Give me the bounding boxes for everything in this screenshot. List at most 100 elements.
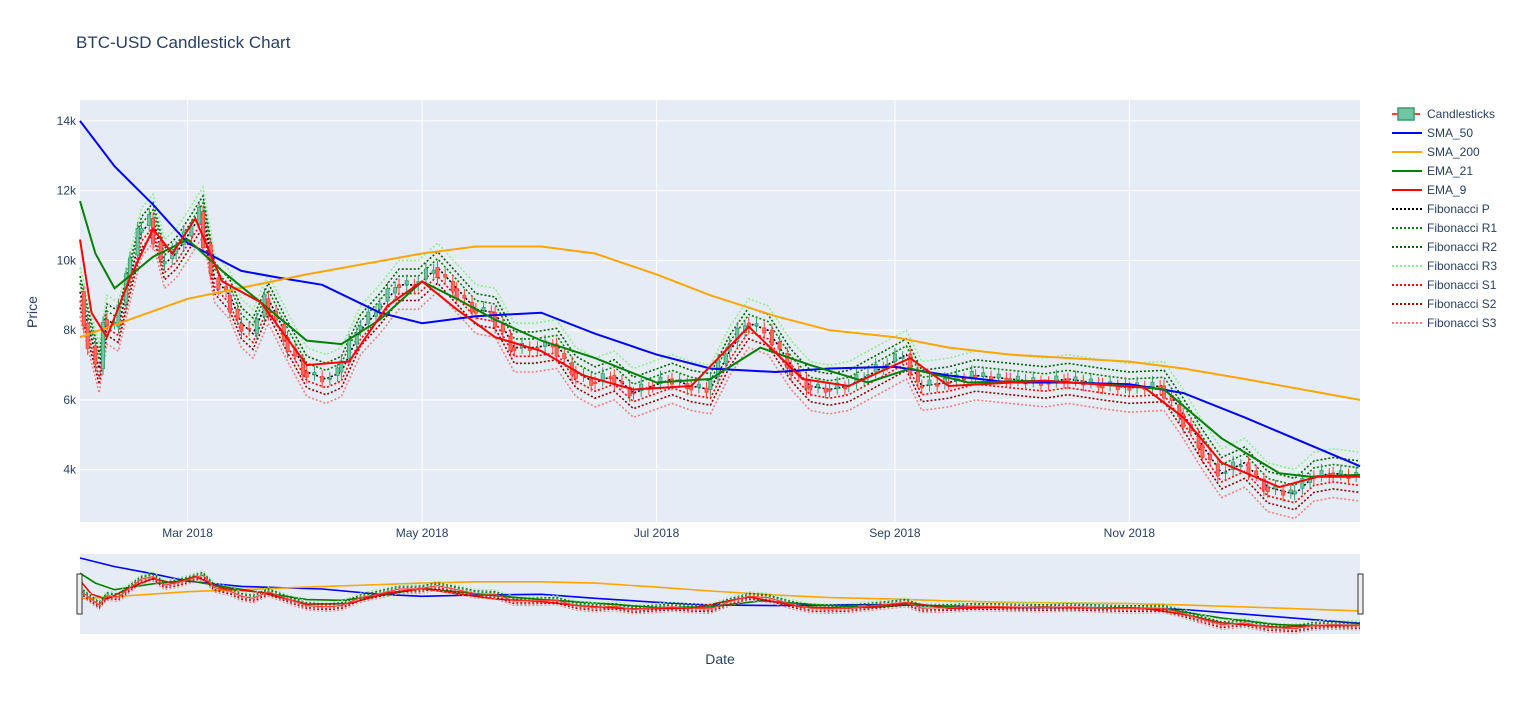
candle-body	[397, 284, 402, 289]
legend-item[interactable]: Fibonacci R1	[1392, 221, 1497, 235]
x-axis-ticks: Mar 2018 May 2018 Jul 2018 Sep 2018 Nov 2018	[162, 526, 1155, 540]
y-tick-label: 10k	[57, 253, 77, 267]
candle-body	[1073, 376, 1078, 381]
candle-body	[197, 207, 202, 225]
candle-body	[512, 347, 517, 351]
candle-body	[816, 383, 821, 388]
candle-body	[189, 226, 194, 237]
candle-body	[865, 374, 870, 377]
candle-body	[312, 372, 317, 375]
legend-item[interactable]: Fibonacci S1	[1392, 278, 1497, 292]
range-slider-background[interactable]	[80, 554, 1360, 634]
slider-candle-line	[79, 574, 1361, 630]
grid-lines	[80, 100, 1360, 522]
candle-body	[81, 291, 86, 327]
series-line-sma-200	[79, 245, 1361, 401]
x-tick-label: Nov 2018	[1104, 526, 1156, 540]
candle-body	[227, 294, 232, 313]
candle-body	[954, 374, 959, 382]
candle-body	[762, 327, 767, 334]
candle-body	[1161, 385, 1166, 399]
candle-body	[354, 332, 359, 345]
y-tick-label: 12k	[57, 184, 77, 198]
candle-body	[339, 360, 344, 373]
candle-body	[573, 371, 578, 379]
candle-body	[593, 382, 598, 384]
range-slider-left-handle[interactable]	[76, 573, 83, 615]
candle-body	[377, 303, 382, 310]
legend-item[interactable]: SMA_50	[1392, 126, 1473, 140]
legend-item[interactable]: EMA_21	[1392, 164, 1473, 178]
y-tick-label: 14k	[57, 114, 77, 128]
candle-body	[500, 323, 505, 333]
candle-body	[827, 389, 832, 392]
candle-body	[708, 379, 713, 390]
legend-item[interactable]: Candlesticks	[1392, 107, 1495, 121]
candle-body	[239, 322, 244, 332]
candle-body	[696, 383, 701, 388]
candle-body	[101, 322, 106, 369]
candle-body	[1338, 470, 1343, 475]
legend-label: Fibonacci P	[1427, 202, 1490, 216]
legend-item[interactable]: Fibonacci P	[1392, 202, 1490, 216]
candle-body	[147, 213, 152, 226]
candle-body	[627, 386, 632, 397]
y-tick-label: 4k	[63, 463, 77, 477]
legend-label: Fibonacci S3	[1427, 316, 1497, 330]
candle-body	[216, 277, 221, 290]
candle-body	[162, 261, 167, 265]
legend-item[interactable]: EMA_9	[1392, 183, 1467, 197]
legend[interactable]: Candlesticks SMA_50 SMA_200 EMA_21 EMA_9 Fibo…	[1392, 107, 1497, 330]
legend-label: EMA_9	[1427, 183, 1467, 197]
candle-body	[769, 329, 774, 345]
chart-title: BTC-USD Candlestick Chart	[76, 33, 291, 52]
candle-body	[254, 318, 259, 335]
candle-body	[404, 280, 409, 286]
candle-body	[996, 373, 1001, 379]
slider-fibonacci-line	[79, 571, 1361, 627]
candle-body	[808, 385, 813, 391]
candle-body	[969, 370, 974, 378]
candle-body	[835, 382, 840, 389]
slider-fibonacci-line	[79, 569, 1361, 625]
candle-body	[385, 288, 390, 302]
candle-body	[347, 339, 352, 359]
range-slider-right-handle[interactable]	[1357, 573, 1364, 615]
candle-body	[450, 280, 455, 292]
candle-body	[1288, 489, 1293, 493]
legend-item[interactable]: Fibonacci R2	[1392, 240, 1497, 254]
legend-item[interactable]: Fibonacci R3	[1392, 259, 1497, 273]
candle-body	[658, 376, 663, 385]
candlesticks	[81, 201, 1359, 502]
candle-body	[1319, 469, 1324, 476]
x-tick-label: May 2018	[396, 526, 449, 540]
candle-body	[435, 267, 440, 278]
x-axis-title: Date	[705, 651, 735, 667]
candle-body	[946, 382, 951, 384]
range-slider-lines	[79, 557, 1361, 634]
candle-body	[481, 306, 486, 311]
candle-body	[1300, 477, 1305, 489]
candle-body	[1261, 478, 1266, 491]
candle-body	[320, 376, 325, 383]
legend-candle-box-icon	[1397, 107, 1415, 121]
legend-item[interactable]: Fibonacci S3	[1392, 316, 1497, 330]
legend-item[interactable]: Fibonacci S2	[1392, 297, 1497, 311]
candle-body	[454, 287, 459, 299]
candle-body	[1223, 472, 1228, 474]
candle-body	[608, 377, 613, 380]
candle-body	[393, 287, 398, 294]
candle-body	[1281, 490, 1286, 496]
candle-body	[235, 308, 240, 320]
candle-body	[1150, 381, 1155, 388]
legend-label: Fibonacci S1	[1427, 278, 1497, 292]
candle-body	[158, 240, 163, 261]
candle-body	[1177, 404, 1182, 418]
candle-body	[366, 311, 371, 324]
candle-body	[915, 369, 920, 383]
candle-body	[1215, 463, 1220, 477]
candle-body	[1265, 486, 1270, 493]
legend-item[interactable]: SMA_200	[1392, 145, 1480, 159]
y-axis-title: Price	[24, 296, 40, 328]
